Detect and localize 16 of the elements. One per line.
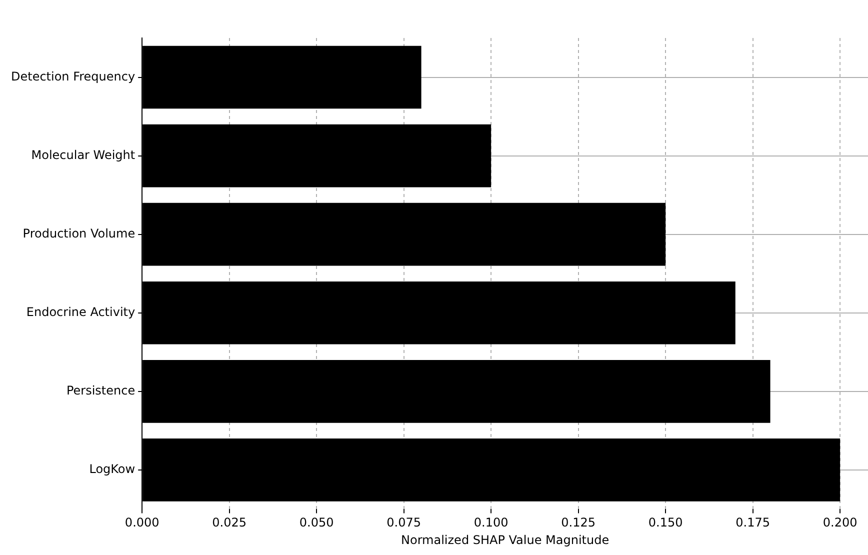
y-tick-label: Persistence (66, 384, 136, 398)
x-tick-label: 0.000 (124, 516, 160, 530)
y-tick-label: Endocrine Activity (26, 304, 136, 319)
x-tick-label: 0.150 (648, 516, 683, 530)
x-tick-label: 0.100 (474, 516, 508, 530)
y-tick-label: Detection Frequency (10, 69, 136, 84)
x-tick-label: 0.050 (299, 516, 334, 530)
x-tick-label: 0.175 (736, 516, 770, 530)
x-tick-label: 0.200 (822, 516, 858, 530)
y-tick-label: Molecular Weight (31, 148, 136, 162)
x-axis-title: Normalized SHAP Value Magnitude (400, 532, 610, 547)
y-tick-label: LogKow (89, 462, 136, 476)
x-tick-label: 0.075 (386, 516, 422, 530)
y-tick-label: Production Volume (22, 226, 136, 240)
x-tick-label: 0.125 (561, 516, 596, 530)
x-tick-label: 0.025 (212, 516, 247, 530)
